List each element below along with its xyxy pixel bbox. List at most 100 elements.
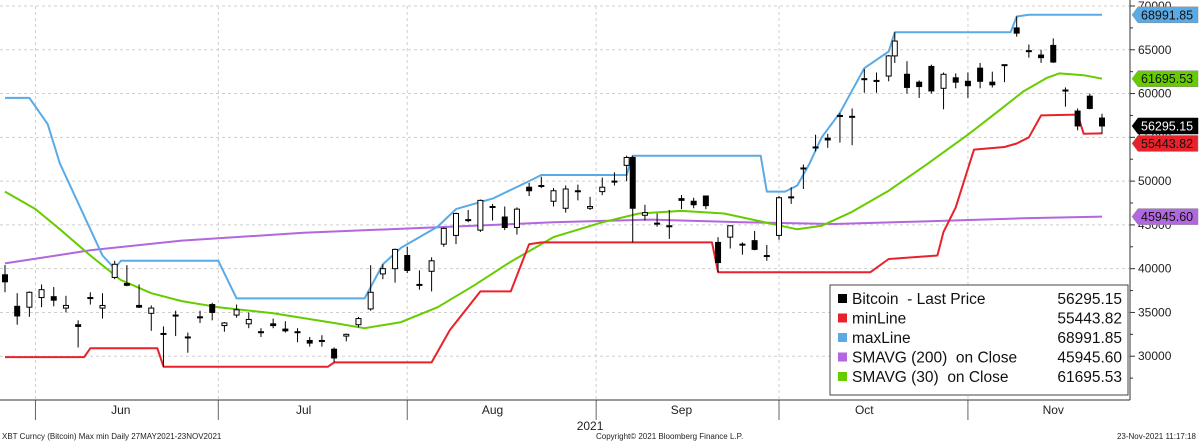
- candle: [233, 304, 240, 318]
- candle-body: [428, 260, 435, 272]
- value-tag: 45945.60: [1131, 208, 1199, 225]
- candle: [550, 188, 557, 207]
- candle-body: [1074, 110, 1081, 127]
- legend-value: 61695.53: [1057, 369, 1122, 386]
- candle-body: [1001, 64, 1008, 67]
- candle-body: [26, 291, 33, 308]
- candle: [666, 210, 673, 239]
- candle: [148, 305, 155, 331]
- candle: [977, 62, 984, 89]
- legend-swatch: [838, 313, 847, 323]
- candle: [294, 328, 301, 343]
- candle-body: [50, 296, 57, 301]
- candle: [788, 187, 795, 204]
- candle-body: [727, 225, 734, 238]
- candle-body: [501, 216, 508, 229]
- value-tag-text: 68991.85: [1141, 8, 1193, 22]
- y-tick-label: 40000: [1138, 262, 1172, 276]
- candle: [513, 207, 520, 235]
- candle-body: [574, 190, 581, 193]
- candle: [343, 333, 350, 342]
- candle: [885, 55, 892, 82]
- series-line-maxline: [5, 13, 1102, 300]
- candle: [538, 176, 545, 189]
- series-line-smavg-30-on-close: [4, 72, 1103, 330]
- candle-body: [148, 307, 155, 314]
- candle-body: [465, 219, 472, 222]
- candle-body: [270, 323, 277, 327]
- candle: [599, 177, 606, 196]
- candle-body: [940, 73, 947, 89]
- candle-body: [964, 80, 971, 87]
- candle: [489, 203, 496, 221]
- candle: [477, 199, 484, 232]
- candle: [1013, 16, 1020, 37]
- candle: [727, 225, 734, 249]
- candle-body: [404, 255, 411, 271]
- candle: [184, 332, 191, 353]
- value-tags: 68991.85 61695.53 56295.15 55443.82 45945.60: [1131, 6, 1199, 225]
- candle: [1099, 113, 1105, 134]
- candle-body: [623, 156, 630, 166]
- x-month-label: Jul: [296, 403, 311, 417]
- candle: [62, 295, 69, 313]
- candle-body: [184, 336, 191, 339]
- grid-lines: [0, 5, 1130, 400]
- candle-body: [739, 243, 746, 246]
- candle: [964, 72, 971, 98]
- candle-body: [641, 212, 648, 216]
- candle: [574, 184, 581, 201]
- candle: [891, 32, 898, 63]
- value-tag: 55443.82: [1131, 135, 1199, 152]
- candle: [1050, 38, 1057, 63]
- candle-body: [14, 305, 21, 317]
- candle-body: [702, 195, 709, 207]
- candle-body: [87, 297, 94, 300]
- candle-body: [891, 40, 898, 57]
- candle: [751, 231, 758, 251]
- candle-body: [75, 324, 82, 327]
- candle: [1086, 93, 1093, 110]
- candle-body: [928, 65, 935, 92]
- x-month-label: Aug: [482, 403, 503, 417]
- candle-body: [221, 322, 228, 327]
- candle: [87, 292, 94, 305]
- legend-swatch: [838, 352, 847, 362]
- candle-body: [788, 196, 795, 199]
- series-lines: [4, 13, 1103, 368]
- legend-label: Bitcoin - Last Price: [852, 291, 986, 308]
- candle-body: [331, 348, 338, 359]
- candle-body: [885, 55, 892, 77]
- candle-body: [282, 328, 289, 332]
- legend: Bitcoin - Last Price 56295.15 minLine 55443…: [829, 284, 1129, 396]
- candle: [428, 257, 435, 292]
- x-month-label: Oct: [855, 403, 874, 417]
- y-tick-label: 35000: [1138, 305, 1172, 319]
- candle-body: [257, 331, 264, 334]
- candle-body: [111, 263, 118, 278]
- candle: [75, 320, 82, 348]
- candle: [849, 108, 856, 146]
- legend-value: 45945.60: [1057, 350, 1122, 367]
- legend-label: maxLine: [852, 330, 911, 347]
- candle: [245, 312, 252, 329]
- legend-swatch: [838, 333, 847, 342]
- legend-value: 55443.82: [1057, 311, 1122, 328]
- value-tag-shape: [1131, 135, 1199, 152]
- candle-body: [136, 304, 143, 308]
- x-month-label: Jun: [111, 403, 130, 417]
- value-tag-shape: [1131, 70, 1199, 87]
- candle: [824, 133, 831, 148]
- candle: [715, 237, 722, 273]
- candle: [1062, 87, 1069, 107]
- candle-body: [489, 206, 496, 209]
- series-line-minline: [5, 113, 1103, 368]
- y-tick-label: 30000: [1138, 349, 1172, 363]
- candle-body: [209, 304, 216, 313]
- footer-timestamp: 23-Nov-2021 11:17:18: [1116, 432, 1196, 441]
- candle-body: [916, 81, 923, 88]
- legend-label: SMAVG (200) on Close: [852, 350, 1017, 367]
- candle-body: [629, 156, 636, 209]
- candle-body: [477, 199, 484, 231]
